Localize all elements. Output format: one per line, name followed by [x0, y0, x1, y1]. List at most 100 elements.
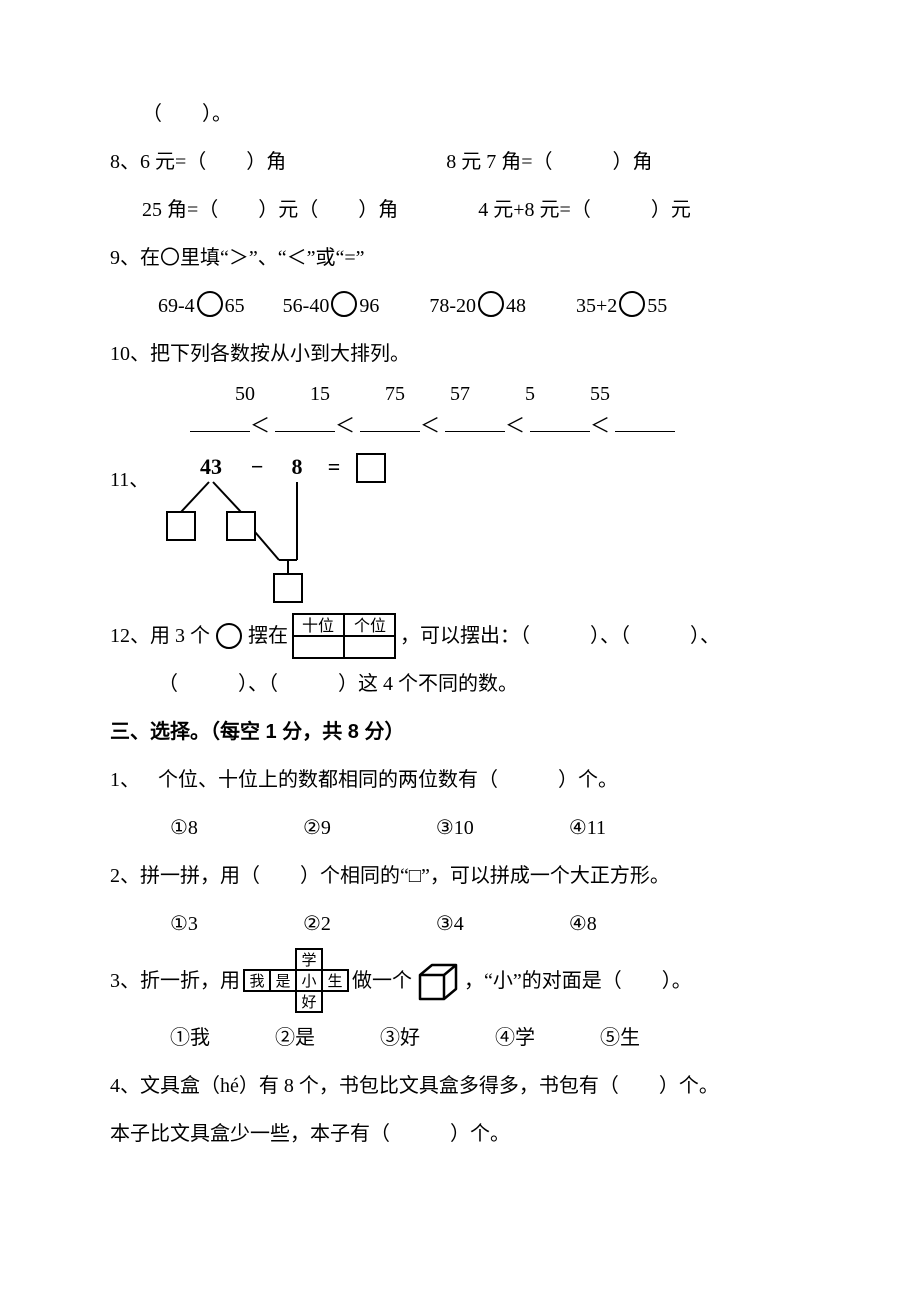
q12-post: ，可以摆出：（ ）、（ ）、 — [400, 612, 720, 660]
q9: 9、在〇里填“＞”、“＜”或“=” — [110, 234, 810, 282]
s1: 1、 个位、十位上的数都相同的两位数有（ ）个。 — [110, 756, 810, 804]
blank — [445, 411, 505, 432]
blank — [615, 411, 675, 432]
q10-n1: 15 — [310, 383, 330, 405]
s2-num: 2、 — [110, 865, 140, 887]
q9-i1-l: 56-40 — [283, 295, 330, 317]
q11: 11、 43 − 8 = — [110, 452, 810, 612]
lt: ＜ — [250, 415, 270, 437]
q9-i3-l: 35+2 — [576, 295, 617, 317]
s2-o1: ②2 — [303, 913, 331, 935]
svg-text:=: = — [328, 454, 341, 479]
q8: 8、6 元=（ ）角 8 元 7 角=（ ）角 — [110, 138, 810, 186]
lt: ＜ — [420, 415, 440, 437]
q10-text: 把下列各数按从小到大排列。 — [150, 343, 410, 365]
q9-i1-r: 96 — [359, 295, 379, 317]
s3: 3、 折一折，用 学 我 是 小 生 好 做一个 — [110, 948, 810, 1014]
svg-text:好: 好 — [301, 994, 316, 1011]
q11-diagram: 43 − 8 = — [149, 452, 409, 612]
svg-text:个位: 个位 — [354, 617, 386, 635]
q10-n4: 5 — [525, 383, 535, 405]
circle-icon — [619, 291, 645, 317]
s4: 4、文具盒（hé）有 8 个，书包比文具盒多得多，书包有（ ）个。 — [110, 1062, 810, 1110]
s1-num: 1、 — [110, 769, 140, 791]
circle-icon — [197, 291, 223, 317]
s2-opts: ①3 ②2 ③4 ④8 — [110, 900, 810, 948]
q12: 12、 用 3 个 摆在 十位 个位 ，可以摆出：（ ）、（ ）、 — [110, 612, 810, 660]
s1-o1: ②9 — [303, 817, 331, 839]
q12-line2: （ ）、（ ）这 4 个不同的数。 — [110, 660, 810, 708]
q10: 10、把下列各数按从小到大排列。 — [110, 330, 810, 378]
svg-text:我: 我 — [249, 973, 264, 990]
lt: ＜ — [335, 415, 355, 437]
q12-num: 12、 — [110, 612, 150, 660]
s3-o3: ④学 — [495, 1027, 535, 1049]
svg-text:是: 是 — [275, 974, 290, 990]
q8-num: 8、 — [110, 151, 140, 173]
q9-i2-l: 78-20 — [429, 295, 476, 317]
s1-opts: ①8 ②9 ③10 ④11 — [110, 804, 810, 852]
s2-o3: ④8 — [569, 913, 597, 935]
s3-o2: ③好 — [380, 1027, 420, 1049]
q7-tail: （ ）。 — [110, 90, 810, 138]
q8-b: 8 元 7 角=（ ）角 — [446, 151, 652, 173]
q9-text: 在〇里填“＞”、“＜”或“=” — [140, 247, 365, 269]
svg-text:43: 43 — [200, 454, 222, 479]
s4-num: 4、 — [110, 1075, 140, 1097]
q10-n2: 75 — [385, 383, 405, 405]
s2-o2: ③4 — [436, 913, 464, 935]
q10-n3: 57 — [450, 383, 470, 405]
svg-text:小: 小 — [301, 973, 316, 990]
q12-mid: 摆在 — [248, 612, 288, 660]
q9-items: 69-4 65 56-40 96 78-20 48 35+2 55 — [110, 282, 810, 330]
place-value-table: 十位 个位 — [292, 613, 396, 659]
q12-pre: 用 3 个 — [150, 612, 210, 660]
s2-q: 拼一拼，用（ ）个相同的“□”，可以拼成一个大正方形。 — [140, 865, 670, 887]
svg-text:生: 生 — [327, 973, 342, 990]
s3-mid: 做一个 — [352, 957, 412, 1005]
q8-c: 25 角=（ ）元（ ）角 — [142, 199, 398, 221]
s3-post: ，“小”的对面是（ ）。 — [464, 957, 692, 1005]
s2-o0: ①3 — [170, 913, 198, 935]
s1-q: 个位、十位上的数都相同的两位数有（ ）个。 — [158, 769, 618, 791]
section-3-title: 三、选择。（每空 1 分，共 8 分） — [110, 708, 810, 756]
s3-o4: ⑤生 — [600, 1027, 640, 1049]
q10-order: ＜ ＜ ＜ ＜ ＜ — [110, 410, 810, 442]
q9-i2-r: 48 — [506, 295, 526, 317]
s3-opts: ①我 ②是 ③好 ④学 ⑤生 — [110, 1014, 810, 1062]
s4-l1: 文具盒（hé）有 8 个，书包比文具盒多得多，书包有（ ）个。 — [140, 1075, 719, 1097]
q10-num: 10、 — [110, 343, 150, 365]
s1-o2: ③10 — [436, 817, 474, 839]
q11-num: 11、 — [110, 452, 149, 504]
s1-o0: ①8 — [170, 817, 198, 839]
q10-n5: 55 — [590, 383, 610, 405]
circle-icon — [478, 291, 504, 317]
blank — [530, 411, 590, 432]
lt: ＜ — [590, 415, 610, 437]
blank — [275, 411, 335, 432]
q9-i0-r: 65 — [225, 295, 245, 317]
s3-o0: ①我 — [170, 1027, 210, 1049]
q10-n0: 50 — [235, 383, 255, 405]
svg-text:−: − — [251, 454, 264, 479]
q9-i3-r: 55 — [647, 295, 667, 317]
s4-line2: 本子比文具盒少一些，本子有（ ）个。 — [110, 1110, 810, 1158]
s3-num: 3、 — [110, 957, 140, 1005]
q8-line2: 25 角=（ ）元（ ）角 4 元+8 元=（ ）元 — [110, 186, 810, 234]
blank — [360, 411, 420, 432]
s3-pre: 折一折，用 — [140, 957, 240, 1005]
s2: 2、拼一拼，用（ ）个相同的“□”，可以拼成一个大正方形。 — [110, 852, 810, 900]
svg-text:十位: 十位 — [302, 617, 334, 635]
q9-i0-l: 69-4 — [158, 295, 195, 317]
svg-text:8: 8 — [292, 454, 303, 479]
s3-o1: ②是 — [275, 1027, 315, 1049]
s1-o3: ④11 — [569, 817, 606, 839]
cube-net: 学 我 是 小 生 好 — [242, 948, 350, 1014]
q8-d: 4 元+8 元=（ ）元 — [478, 199, 691, 221]
blank — [190, 411, 250, 432]
q10-nums: 50 15 75 57 5 55 — [110, 378, 810, 410]
lt: ＜ — [505, 415, 525, 437]
q8-a: 6 元=（ ）角 — [140, 151, 286, 173]
circle-icon — [331, 291, 357, 317]
cube-icon — [416, 961, 460, 1001]
